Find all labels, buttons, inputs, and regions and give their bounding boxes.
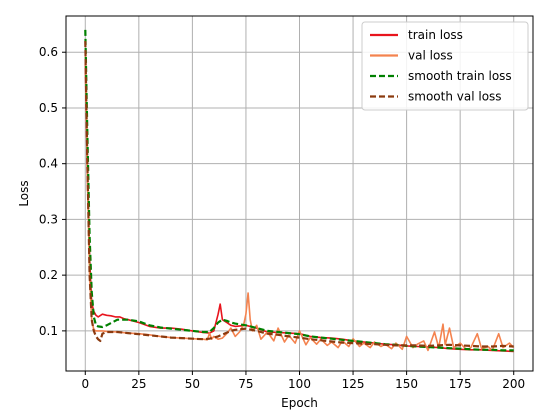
x-tick-label: 200 xyxy=(502,377,525,391)
y-tick-label: 0.3 xyxy=(39,212,58,226)
series-line-3 xyxy=(84,41,514,348)
x-tick-label: 75 xyxy=(238,377,253,391)
y-tick-label: 0.1 xyxy=(39,324,58,338)
y-tick-label: 0.6 xyxy=(39,45,58,59)
series-line-1 xyxy=(84,52,515,352)
x-tick-label: 125 xyxy=(342,377,365,391)
legend-label-1: val loss xyxy=(408,49,453,63)
plot-lines xyxy=(84,29,515,353)
series-line-0 xyxy=(84,63,514,353)
legend-label-0: train loss xyxy=(408,28,463,42)
legend-label-3: smooth val loss xyxy=(408,90,502,104)
y-tick-label: 0.5 xyxy=(39,101,58,115)
x-tick-label: 0 xyxy=(81,377,89,391)
legend-label-2: smooth train loss xyxy=(408,69,512,83)
y-tick-label: 0.2 xyxy=(39,268,58,282)
x-tick-label: 50 xyxy=(185,377,200,391)
x-tick-label: 150 xyxy=(395,377,418,391)
x-tick-label: 100 xyxy=(288,377,311,391)
legend: train loss val loss smooth train loss smoot… xyxy=(361,21,529,111)
x-tick-label: 25 xyxy=(131,377,146,391)
y-axis-label: Loss xyxy=(17,180,31,206)
legend-box xyxy=(361,21,529,111)
x-tick-label: 175 xyxy=(449,377,472,391)
x-axis-label: Epoch xyxy=(281,396,318,410)
y-axis: 0.1 0.2 0.3 0.4 0.5 0.6 xyxy=(39,45,66,338)
y-tick-label: 0.4 xyxy=(39,157,58,171)
x-axis: 0 25 50 75 100 125 150 175 200 xyxy=(81,371,525,391)
